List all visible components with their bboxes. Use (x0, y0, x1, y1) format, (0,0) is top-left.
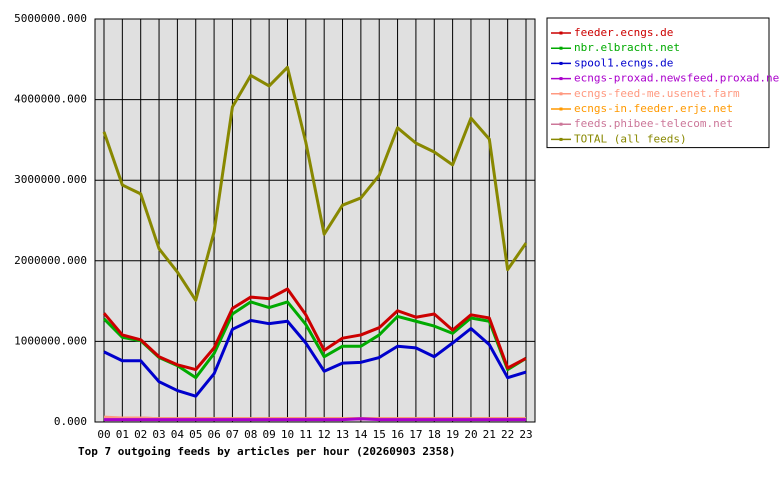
x-tick-label: 08 (244, 428, 257, 441)
x-tick-label: 07 (226, 428, 239, 441)
y-tick-label: 5000000.000 (14, 12, 87, 25)
y-tick-label: 4000000.000 (14, 93, 87, 106)
legend-marker (559, 137, 563, 141)
x-tick-label: 22 (501, 428, 514, 441)
x-tick-label: 09 (263, 428, 276, 441)
y-tick-label: 1000000.000 (14, 334, 87, 347)
x-tick-label: 18 (428, 428, 441, 441)
x-tick-label: 13 (336, 428, 349, 441)
x-tick-label: 14 (354, 428, 368, 441)
y-tick-label: 0.000 (54, 415, 87, 428)
y-tick-label: 3000000.000 (14, 173, 87, 186)
legend-marker (559, 61, 563, 65)
legend-marker (559, 31, 563, 35)
legend-label: TOTAL (all feeds) (574, 132, 687, 145)
x-tick-label: 19 (446, 428, 459, 441)
x-tick-label: 15 (373, 428, 386, 441)
x-tick-label: 20 (464, 428, 477, 441)
x-tick-label: 16 (391, 428, 404, 441)
legend-marker (559, 77, 563, 81)
series-line (102, 287, 527, 372)
legend-label: feeds.phibee-telecom.net (574, 117, 733, 130)
chart-title: Top 7 outgoing feeds by articles per hou… (78, 445, 456, 458)
x-tick-label: 17 (409, 428, 422, 441)
legend-label: feeder.ecngs.de (574, 26, 673, 39)
x-tick-label: 11 (299, 428, 312, 441)
legend-label: spool1.ecngs.de (574, 56, 673, 69)
x-tick-label: 00 (97, 428, 110, 441)
legend-box (546, 17, 770, 149)
x-tick-label: 06 (207, 428, 220, 441)
x-tick-label: 12 (318, 428, 331, 441)
x-tick-label: 10 (281, 428, 294, 441)
x-tick-label: 02 (134, 428, 147, 441)
legend-marker (559, 107, 563, 111)
series-line (103, 318, 527, 398)
legend-label: ecngs-in.feeder.erje.net (574, 102, 733, 115)
series-line (104, 417, 526, 422)
x-tick-label: 21 (483, 428, 496, 441)
legend-marker (559, 46, 563, 50)
legend-marker (559, 92, 563, 96)
x-tick-label: 01 (116, 428, 129, 441)
x-tick-label: 03 (152, 428, 165, 441)
legend-label: nbr.elbracht.net (574, 41, 680, 54)
y-tick-label: 2000000.000 (14, 254, 87, 267)
legend-marker (559, 122, 563, 126)
legend-label: ecngs-proxad.newsfeed.proxad.net (574, 72, 780, 85)
x-tick-label: 23 (519, 428, 532, 441)
series-line (102, 65, 528, 302)
x-tick-label: 04 (171, 428, 185, 441)
legend-label: ecngs-feed-me.usenet.farm (574, 87, 740, 100)
plot-area (94, 18, 536, 423)
x-tick-label: 05 (189, 428, 202, 441)
